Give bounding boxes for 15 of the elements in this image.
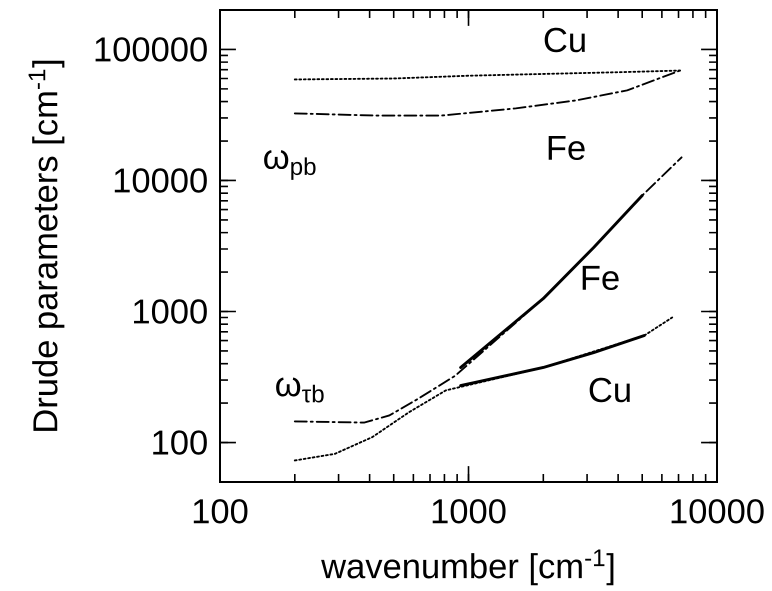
annotation: Fe bbox=[548, 136, 585, 160]
annotation: Cu bbox=[544, 28, 585, 52]
y-tick-label: 100 bbox=[153, 430, 207, 455]
x-tick-label: 10000 bbox=[672, 499, 764, 524]
y-tick-label: 10000 bbox=[114, 168, 207, 193]
annotation: ω$_{τb}$ bbox=[276, 378, 324, 402]
annotation: Cu bbox=[590, 378, 630, 402]
y-axis-title: Drude parameters [cm$^{-1}$] bbox=[28, 60, 64, 431]
y-tick-label: 100000 bbox=[96, 37, 207, 62]
x-axis-title: wavenumber [cm$^{-1}$] bbox=[321, 549, 614, 586]
annotation: Fe bbox=[582, 266, 619, 290]
x-tick-label: 1000 bbox=[432, 499, 506, 524]
y-tick-label: 1000 bbox=[134, 299, 207, 324]
x-tick-label: 100 bbox=[194, 499, 248, 524]
annotation: ω$_{pb}$ bbox=[264, 150, 316, 180]
